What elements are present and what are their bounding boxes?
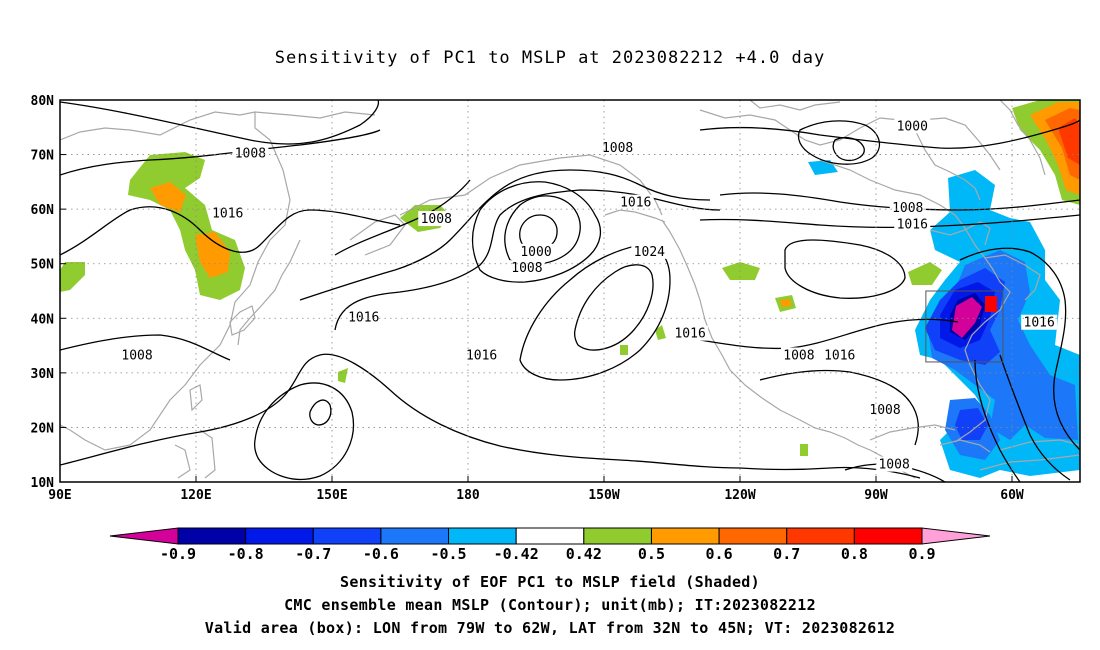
contour-label: 1000	[897, 119, 928, 134]
lat-label: 30N	[31, 367, 55, 382]
contour-label-bg	[876, 456, 913, 472]
colorbar-max-triangle	[921, 527, 991, 545]
latitude-axis-labels: 80N 70N 60N 50N 40N 30N 20N 10N	[31, 94, 66, 491]
contour-label-bg	[1021, 314, 1058, 330]
colorbar-label: 0.5	[638, 545, 665, 563]
contour-label: 1016	[348, 310, 379, 325]
contour-label: 1016	[824, 348, 855, 363]
plot-title: Sensitivity of PC1 to MSLP at 2023082212…	[274, 48, 826, 68]
colorbar-label: 0.7	[773, 545, 800, 563]
lon-label: 90E	[48, 488, 71, 503]
contour-label-bg	[631, 243, 668, 259]
isobars	[60, 100, 1080, 482]
contour-label-bg	[672, 325, 709, 341]
lon-label: 120E	[180, 488, 211, 503]
lon-label: 60W	[1000, 488, 1024, 503]
lat-label: 40N	[31, 312, 55, 327]
coastlines	[60, 100, 1080, 479]
contour-label-bg	[894, 118, 931, 134]
contour-label: 1008	[869, 403, 900, 418]
contour-label: 1008	[892, 201, 923, 216]
contour-label-bg	[518, 243, 554, 259]
contour-label: 1008	[121, 348, 152, 363]
colorbar-label: 0.42	[566, 545, 602, 563]
lat-label: 60N	[31, 203, 55, 218]
colorbar-min-triangle	[109, 527, 179, 545]
colorbar-box	[853, 527, 923, 545]
colorbar-box	[177, 527, 247, 545]
contour-label-bg	[119, 347, 156, 363]
contour-label-bg	[599, 140, 636, 156]
colorbar-box	[583, 527, 652, 545]
contour-label: 1016	[1024, 316, 1055, 331]
colorbar-box	[718, 527, 788, 545]
colorbar-box	[448, 527, 517, 545]
lon-label: 120W	[724, 488, 755, 503]
contour-label-bg	[894, 216, 931, 232]
contour-label-bg	[418, 211, 455, 227]
colorbar-label: 0.6	[706, 545, 733, 563]
contour-label: 1008	[511, 261, 542, 276]
colorbar-box	[786, 527, 855, 545]
colorbar-label: -0.9	[160, 545, 196, 563]
lon-label: 150W	[588, 488, 619, 503]
caption-line-2: CMC ensemble mean MSLP (Contour); unit(m…	[284, 596, 816, 614]
map-frame	[59, 99, 1081, 483]
contour-label: 1016	[674, 327, 705, 342]
colorbar-label: -0.5	[430, 545, 466, 563]
colorbar-label: -0.42	[494, 545, 539, 563]
contour-label: 1016	[897, 218, 928, 233]
lon-label: 90W	[864, 488, 888, 503]
lat-label: 20N	[31, 421, 55, 436]
colorbar-box	[650, 527, 720, 545]
contour-label: 1024	[634, 245, 665, 260]
contour-label-bg	[463, 347, 500, 363]
contour-label: 1000	[520, 245, 551, 260]
lat-label: 80N	[31, 94, 55, 109]
colorbar-box	[380, 527, 450, 545]
contour-label-bg	[867, 402, 904, 418]
colorbar-label: -0.8	[228, 545, 264, 563]
colorbar-label: 0.9	[908, 545, 935, 563]
contour-label: 1008	[878, 458, 909, 473]
contour-label: 1008	[421, 212, 452, 227]
contour-label-bg	[345, 309, 382, 325]
lon-label: 180	[456, 488, 480, 503]
contour-label: 1008	[235, 147, 266, 162]
colorbar-box	[515, 527, 585, 545]
contour-label-bg	[232, 145, 269, 161]
lat-label: 50N	[31, 258, 55, 273]
lat-label: 70N	[31, 149, 55, 164]
colorbar-box	[312, 527, 382, 545]
colorbar-label: 0.8	[841, 545, 868, 563]
caption-line-1: Sensitivity of EOF PC1 to MSLP field (Sh…	[340, 573, 760, 591]
contour-label-bg	[617, 194, 654, 210]
colorbar-label: -0.6	[363, 545, 399, 563]
colorbar-label: -0.7	[295, 545, 331, 563]
contour-label: 1016	[620, 196, 651, 211]
contour-label: 1008	[602, 141, 633, 156]
longitude-axis-labels: 90E 120E 150E 180 150W 120W 90W 60W	[48, 476, 1024, 503]
contour-label-bg	[889, 200, 926, 216]
contour-label-bg	[780, 347, 817, 363]
colorbar-labels: -0.9 -0.8 -0.7 -0.6 -0.5 -0.42 0.42 0.5 0.6 0.7 0.…	[160, 545, 936, 563]
contour-label: 1008	[783, 348, 814, 363]
caption-line-3: Valid area (box): LON from 79W to 62W, L…	[204, 619, 896, 637]
contour-label: 1016	[212, 207, 243, 222]
colorbar	[109, 527, 991, 545]
lat-label: 10N	[31, 476, 55, 491]
lon-label: 150E	[316, 488, 347, 503]
contour-label: 1016	[466, 348, 497, 363]
contour-label-bg	[821, 347, 858, 363]
valid-area-box	[925, 290, 1004, 363]
colorbar-box	[245, 527, 314, 545]
